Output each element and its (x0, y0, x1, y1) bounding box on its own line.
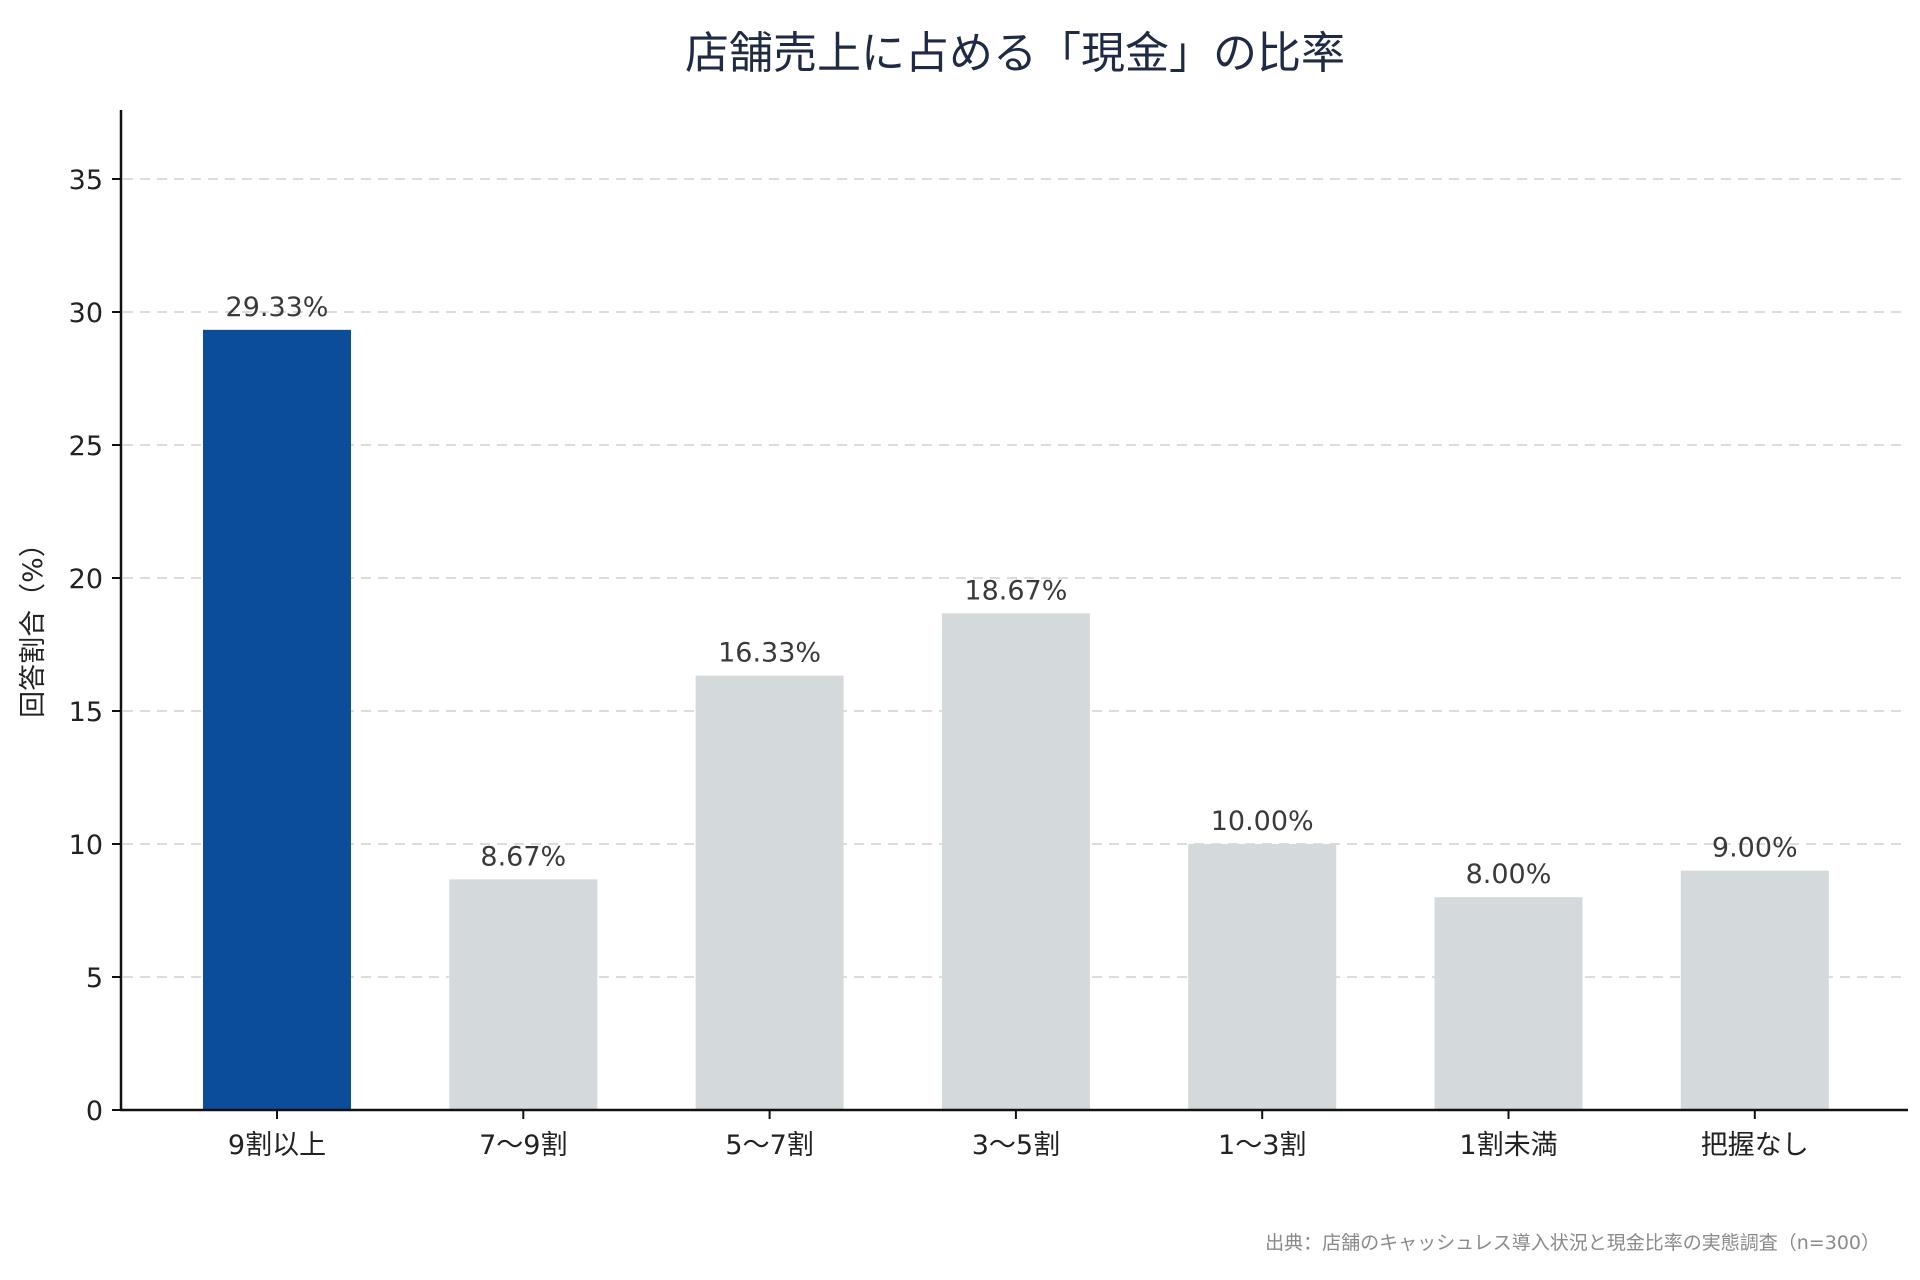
bars-layer (203, 329, 1829, 1110)
x-tick-label: 5〜7割 (725, 1130, 813, 1161)
x-tick-label: 把握なし (1701, 1130, 1809, 1161)
bar-value-label: 29.33% (226, 292, 329, 323)
y-tick-label: 5 (86, 963, 103, 994)
y-tick-label: 30 (69, 298, 103, 329)
y-tick-label: 15 (69, 697, 103, 728)
x-tick-label: 3〜5割 (972, 1130, 1060, 1161)
bar (1680, 870, 1829, 1110)
bar-value-label: 8.00% (1466, 859, 1552, 890)
y-tick-label: 20 (69, 564, 103, 595)
bar (449, 879, 598, 1110)
bar-value-label: 8.67% (480, 841, 566, 872)
bar-value-label: 18.67% (964, 575, 1067, 606)
x-tick-label: 1〜3割 (1218, 1130, 1306, 1161)
bar (941, 613, 1090, 1110)
bar-value-label: 10.00% (1211, 806, 1314, 837)
y-tick-label: 10 (69, 830, 103, 861)
x-tick-label: 9割以上 (228, 1130, 326, 1161)
bar (695, 675, 844, 1110)
y-ticks-layer: 0 5 10 15 20 25 30 35 (69, 165, 121, 1127)
y-tick-label: 25 (69, 431, 103, 462)
source-note: 出典：店舗のキャッシュレス導入状況と現金比率の実態調査（n=300） (1265, 1232, 1880, 1254)
x-tick-label: 1割未満 (1459, 1130, 1557, 1161)
y-tick-label: 35 (69, 165, 103, 196)
bar-value-label: 9.00% (1712, 833, 1798, 864)
chart-title: 店舗売上に占める「現金」の比率 (685, 28, 1345, 79)
y-axis-label: 回答割合（%） (18, 530, 49, 718)
axes-layer (119, 110, 1908, 1112)
x-tick-label: 7〜9割 (479, 1130, 567, 1161)
bar-value-label: 16.33% (718, 638, 821, 669)
bar (1434, 897, 1583, 1110)
x-ticks-layer: 9割以上 7〜9割 5〜7割 3〜5割 1〜3割 1割未満 把握なし (228, 1110, 1809, 1161)
bar (203, 329, 351, 1110)
bar (1188, 844, 1337, 1110)
data-labels-layer: 29.33% 8.67% 16.33% 18.67% 10.00% 8.00% 9.00% (226, 292, 1798, 890)
y-tick-label: 0 (86, 1096, 103, 1127)
